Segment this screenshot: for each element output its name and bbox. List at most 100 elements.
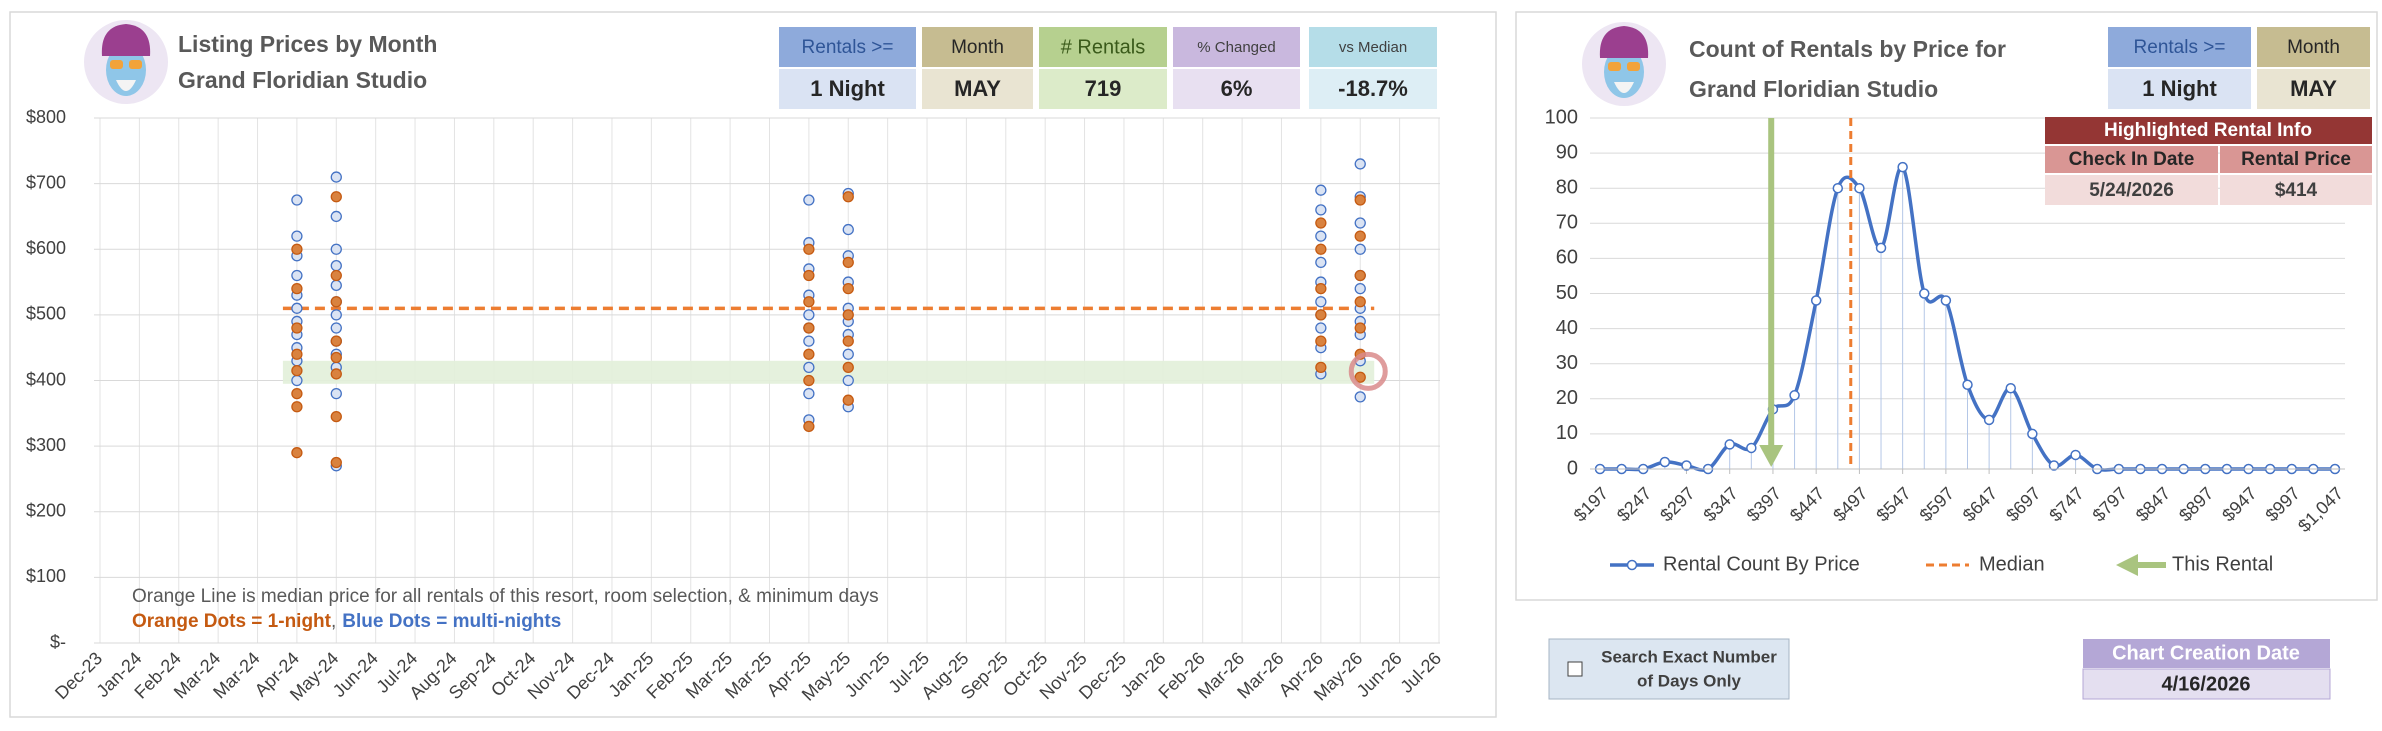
- box-value: [2257, 69, 2370, 109]
- highlight-col-header-text: Check In Date: [2069, 149, 2195, 170]
- y-tick-label: $700: [26, 172, 66, 192]
- box-header-text: # Rentals: [1061, 36, 1146, 58]
- data-point: [330, 335, 342, 347]
- data-point: [1832, 182, 1844, 194]
- highlight-band: [282, 360, 1375, 384]
- box-value-text: MAY: [2290, 76, 2337, 101]
- data-point: [291, 387, 303, 400]
- data-point: [1315, 322, 1327, 334]
- data-point: [803, 269, 815, 282]
- right-subtitle: Grand Floridian Studio: [1689, 76, 1938, 102]
- data-point: [1354, 296, 1366, 308]
- y-tick-label: $400: [26, 369, 66, 389]
- box-value-text: 719: [1085, 76, 1122, 101]
- data-point: [803, 194, 815, 206]
- logo-glasses: [1627, 62, 1640, 71]
- y-tick-label: 0: [1567, 457, 1578, 479]
- data-point: [330, 387, 342, 400]
- data-point: [1354, 322, 1366, 334]
- checkbox[interactable]: [1567, 661, 1583, 677]
- data-point: [291, 447, 303, 459]
- y-tick-label: 20: [1556, 387, 1578, 409]
- logo-turban: [101, 24, 151, 56]
- logo-glasses: [129, 60, 142, 69]
- box-header: [1173, 27, 1300, 67]
- data-point: [1354, 158, 1366, 170]
- highlight-cell: [2220, 175, 2372, 205]
- box-header: [2108, 27, 2251, 67]
- highlight-point: [1348, 351, 1388, 391]
- data-point: [803, 420, 815, 433]
- data-point: [842, 394, 854, 406]
- data-point: [291, 269, 303, 282]
- legend-marker: [1626, 559, 1638, 571]
- box-value: [1039, 69, 1167, 109]
- data-point: [803, 348, 815, 360]
- highlight-cell-text: $414: [2275, 180, 2318, 201]
- logo-face: [1604, 46, 1644, 98]
- data-point: [1897, 161, 1908, 173]
- data-point: [330, 210, 342, 223]
- data-point: [1854, 182, 1865, 194]
- left-subtitle: Grand Floridian Studio: [178, 67, 427, 93]
- data-point: [842, 282, 854, 295]
- data-point: [1983, 414, 1995, 426]
- data-point: [1315, 184, 1327, 196]
- data-point: [1315, 296, 1327, 308]
- checkbox-label: of Days Only: [1637, 671, 1741, 690]
- box-header: [922, 27, 1033, 67]
- y-tick-label: 10: [1556, 422, 1578, 444]
- data-point: [1354, 371, 1366, 383]
- logo: [84, 20, 168, 104]
- box-header-text: vs Median: [1339, 39, 1407, 56]
- left-title: Listing Prices by Month: [178, 31, 437, 57]
- data-point: [1681, 460, 1692, 471]
- data-point: [1315, 204, 1327, 216]
- data-point: [2048, 460, 2060, 471]
- highlight-cell-text: 5/24/2026: [2089, 180, 2174, 201]
- this-rental-arrow: [1759, 445, 1784, 467]
- data-point: [330, 279, 342, 291]
- data-point: [1724, 439, 1735, 450]
- right-title: Count of Rentals by Price for: [1689, 36, 2006, 62]
- legend-label: This Rental: [2172, 553, 2273, 575]
- data-point: [803, 387, 815, 400]
- box-header-text: Rentals >=: [2134, 37, 2226, 58]
- box-value-text: 6%: [1221, 76, 1253, 101]
- data-point: [803, 335, 815, 347]
- y-tick-label: $600: [26, 238, 66, 258]
- data-point: [330, 410, 342, 423]
- box-header: [779, 27, 916, 67]
- creation-value-text: 4/16/2026: [2162, 673, 2251, 695]
- data-point: [1315, 217, 1327, 229]
- y-tick-label: $-: [50, 632, 66, 652]
- data-point: [291, 282, 303, 295]
- logo-glasses: [110, 60, 123, 69]
- data-point: [1354, 282, 1366, 295]
- data-point: [330, 351, 342, 364]
- data-point: [1315, 309, 1327, 321]
- data-point: [1746, 442, 1757, 454]
- data-point: [291, 374, 303, 387]
- y-tick-label: 30: [1556, 352, 1578, 374]
- highlight-header: [2045, 117, 2372, 144]
- data-point: [330, 269, 342, 282]
- data-point: [330, 243, 342, 255]
- highlight-cell: [2045, 175, 2218, 205]
- data-point: [1354, 243, 1366, 255]
- highlight-col-header: [2045, 146, 2218, 173]
- data-point: [291, 401, 303, 413]
- data-point: [803, 309, 815, 321]
- y-tick-label: $100: [26, 566, 66, 586]
- box-value: [779, 69, 916, 109]
- data-point: [1659, 456, 1671, 468]
- checkbox-label: Search Exact Number: [1601, 647, 1777, 666]
- data-point: [2070, 449, 2081, 461]
- data-point: [1940, 295, 1952, 306]
- box-header: [1309, 27, 1437, 67]
- data-point: [842, 335, 854, 347]
- box-value: [1173, 69, 1300, 109]
- box-value-text: -18.7%: [1338, 76, 1408, 101]
- legend-label: Median: [1979, 553, 2045, 575]
